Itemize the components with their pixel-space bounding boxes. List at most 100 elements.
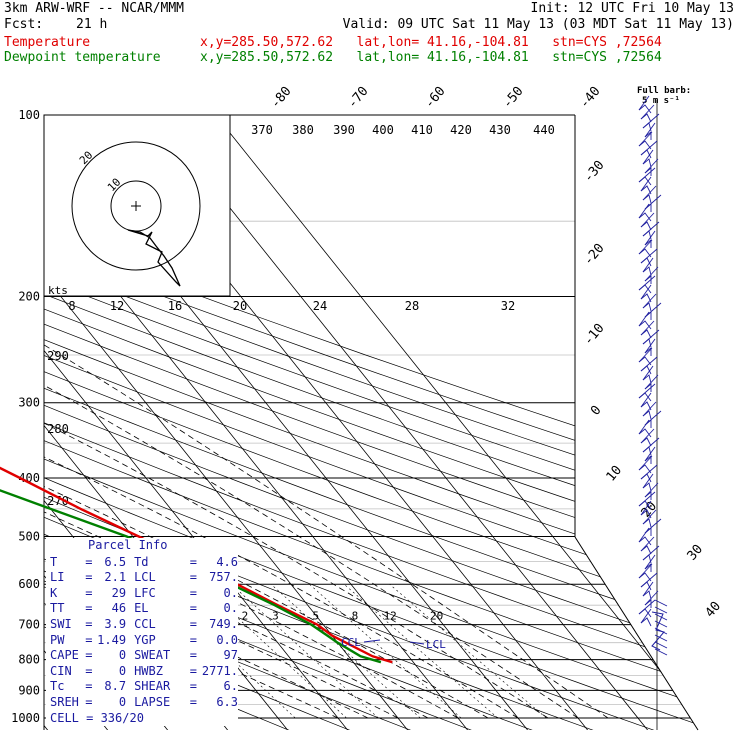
parcel-info-title: Parcel Info: [88, 538, 168, 552]
pressure-tick-label: 600: [18, 577, 40, 591]
legend-dewpoint: Dewpoint temperature: [4, 50, 161, 65]
isotherm-tick-label: 0: [588, 403, 605, 419]
isotherm-tick-label: -60: [422, 84, 449, 112]
wind-barbs: [638, 95, 668, 656]
speed-tick-label: 12: [110, 299, 124, 313]
moist-adiabat-line: [44, 308, 579, 719]
wind-barb-flag: [640, 104, 655, 120]
parcel-key: Tc: [50, 679, 65, 694]
wind-barb-flag: [642, 365, 654, 381]
parcel-info-panel: Parcel Info T = 6.5 Td = 4.6 LI = 2.1 LCL = 757. K = 2…: [46, 538, 238, 727]
wind-profile: Full barb: 5 m s⁻¹: [637, 86, 691, 730]
dewpoint-series-line: [0, 489, 382, 664]
mixing-ratio-labels: 2 3 5 8 12 20: [242, 610, 444, 623]
wind-barb-flag: [642, 581, 654, 597]
parcel-value: 0: [118, 648, 127, 663]
wind-barb-flag: [644, 518, 662, 534]
lcl-label: LCL: [426, 638, 446, 651]
parcel-key: CAPE: [50, 648, 79, 663]
wind-barb-flag: [640, 608, 652, 624]
parcel-value: 2.1: [104, 570, 127, 585]
forecast-hour: 21 h: [76, 17, 108, 32]
parcel-key: LAPSE: [134, 694, 171, 709]
mixing-ratio-line: [309, 583, 462, 719]
wind-barb-flag: [644, 302, 662, 318]
wind-barb-flag: [644, 554, 656, 570]
theta-tick-label: 280: [47, 422, 69, 436]
parcel-value: 0: [118, 694, 127, 709]
wind-barb: [644, 239, 652, 248]
dry-adiabat-line: [44, 139, 698, 730]
parcel-value: 757.: [209, 570, 238, 585]
wind-barb-units: 5 m s⁻¹: [642, 96, 680, 106]
parcel-value: 97: [223, 648, 238, 663]
mixing-ratio-line: [231, 583, 379, 719]
wind-barb-flag: [640, 428, 655, 444]
parcel-equals: =: [85, 679, 93, 694]
wind-barb-flag: [642, 221, 660, 237]
dry-adiabat-line: [44, 139, 698, 730]
wind-barb: [640, 401, 652, 411]
wind-barb-flag: [642, 113, 660, 129]
hodograph-ring-20: [71, 141, 201, 271]
wind-barb-flag: [640, 320, 655, 336]
pressure-tick-label: 1000: [11, 711, 40, 725]
parcel-value: 1.49: [97, 632, 127, 647]
wind-barb-flag: [642, 257, 654, 273]
wind-barb-flag: [644, 158, 659, 174]
theta-tick-label: 430: [489, 123, 511, 137]
wind-barb-title: Full barb:: [637, 86, 691, 96]
pressure-tick-label: 400: [18, 471, 40, 485]
wind-barb-flag: [642, 509, 657, 525]
wind-barb-flag: [644, 374, 659, 390]
wind-barb-flag: [638, 491, 656, 507]
parcel-key: EL: [134, 601, 149, 616]
wind-barb-flag: [644, 410, 662, 426]
legend-temperature: Temperature: [4, 35, 91, 50]
parcel-value: 0.0: [216, 632, 238, 647]
dry-adiabat-line: [44, 139, 698, 730]
moist-adiabat-line: [44, 354, 369, 719]
pressure-axis-labels: 100 200 300 400 500 600 700 800 900 1000: [11, 108, 40, 725]
parcel-row: CIN = 0 HWBZ = 2771.: [46, 664, 238, 680]
isotherm-tick-label: 40: [703, 599, 725, 621]
speed-axis-labels: 8 12 16 20 24 28 32: [68, 299, 515, 313]
parcel-key: HWBZ: [134, 663, 163, 678]
isotherm-tick-label: -50: [500, 84, 527, 112]
theta-tick-label: 370: [251, 123, 273, 137]
ccl-label: CCL: [341, 636, 361, 649]
pressure-tick-label: 900: [18, 683, 40, 697]
wind-barb-flag: [644, 122, 656, 138]
wind-barb: [654, 648, 668, 656]
mixing-ratio-tick-label: 8: [352, 610, 359, 623]
wind-barb-flag: [644, 446, 656, 462]
wind-barb: [642, 374, 652, 384]
parcel-equals: =: [189, 648, 197, 663]
pressure-tick-label: 500: [18, 530, 40, 544]
dry-adiabat-line: [44, 139, 698, 730]
parcel-equals: =: [189, 601, 197, 616]
parcel-value: 4.6: [216, 554, 238, 569]
wind-barb-flag: [638, 527, 650, 543]
wind-barb: [654, 613, 668, 621]
wind-barb: [640, 617, 652, 627]
wind-barb-flag: [644, 266, 659, 282]
theta-tick-label: 420: [450, 123, 472, 137]
parcel-value: 749.: [209, 616, 238, 631]
mixing-ratio-tick-label: 3: [272, 610, 279, 623]
wind-barb-flag: [638, 203, 650, 219]
parcel-value: 6.3: [216, 694, 238, 709]
frame-diagonal: [574, 536, 699, 731]
parcel-row: SREH = 0 LAPSE = 6.3: [46, 695, 238, 711]
dry-adiabat-line: [44, 139, 698, 730]
speed-tick-label: 24: [313, 299, 327, 313]
dry-adiabat-line: [44, 139, 698, 730]
dry-adiabat-line: [44, 139, 352, 730]
wind-barb-flag: [644, 590, 659, 606]
lcl-arrow: [409, 641, 425, 645]
parcel-row: Tc = 8.7 SHEAR = 6.: [46, 679, 238, 695]
wind-barb: [654, 634, 668, 642]
speed-tick-label: 8: [68, 299, 75, 313]
theta-tick-label: 410: [411, 123, 433, 137]
wind-barb-flag: [642, 149, 654, 165]
